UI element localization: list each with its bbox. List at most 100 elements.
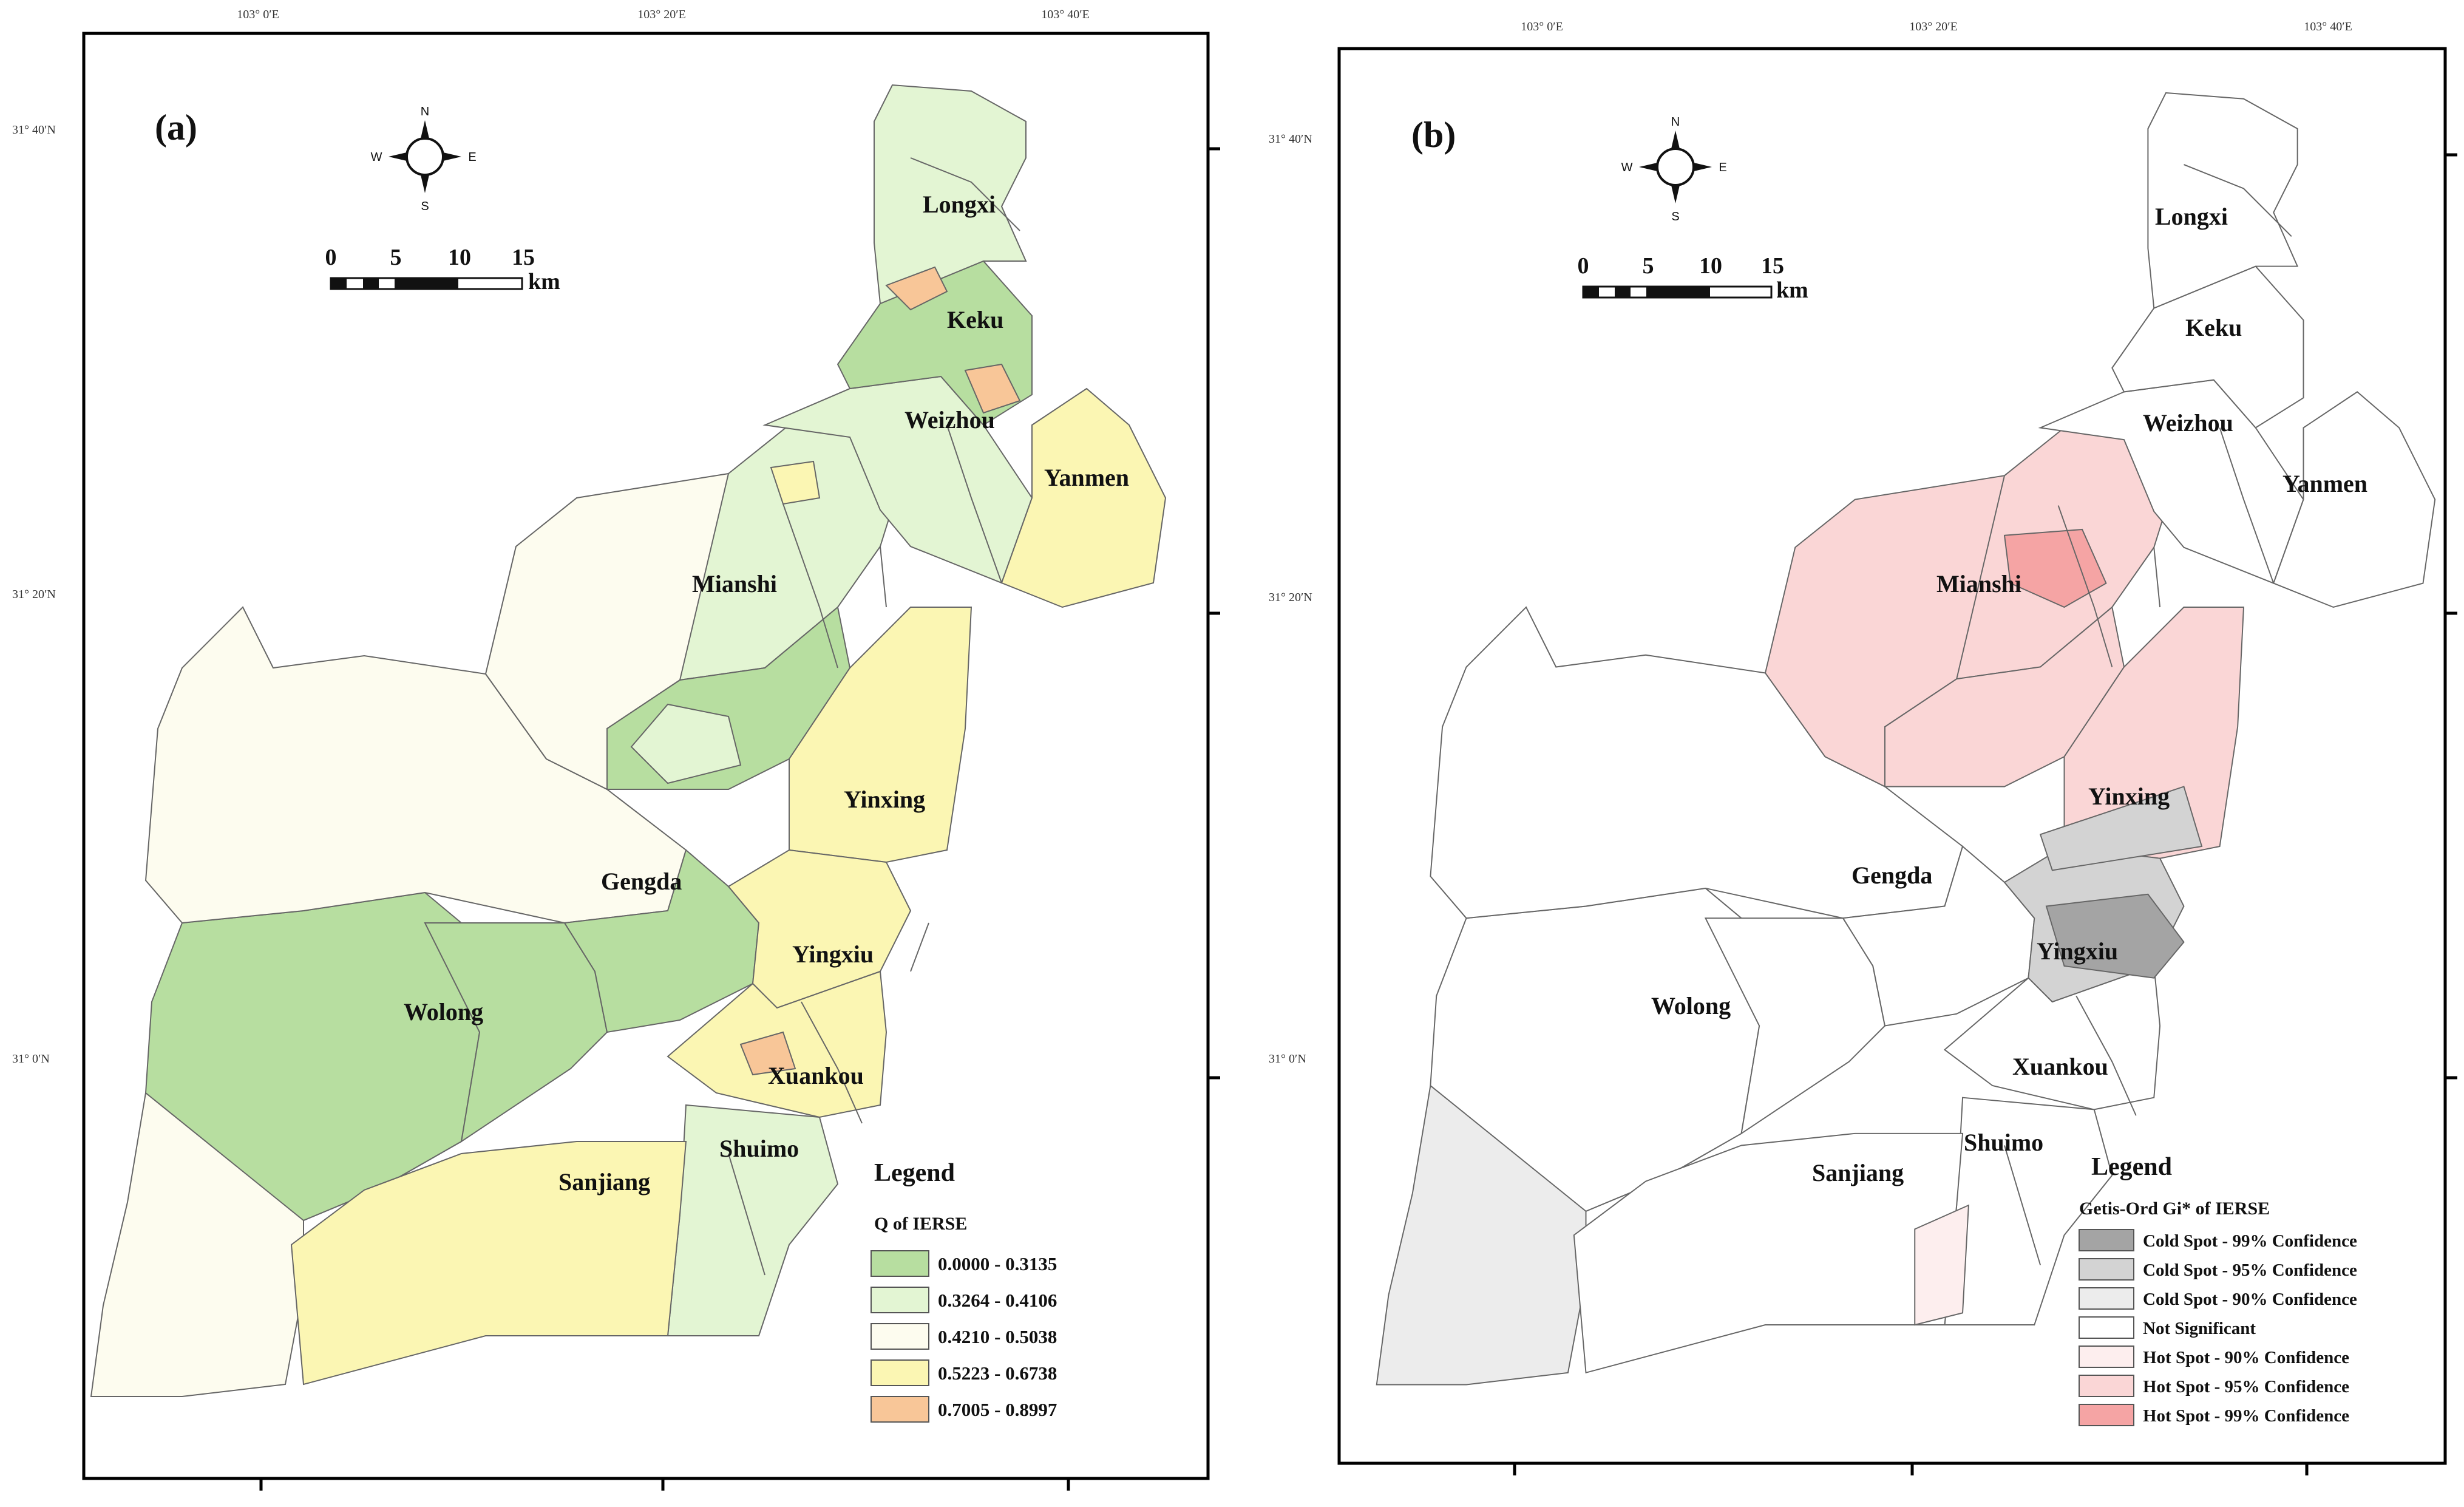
legend-b-swatch-7	[2079, 1404, 2134, 1426]
left-tick-b1: 31° 40′N	[1269, 132, 1312, 146]
top-tick-b1: 103° 0′E	[1521, 20, 1563, 33]
legend-b-item-7: Hot Spot - 99% Confidence	[2143, 1406, 2349, 1426]
label-yingxiu: Yingxiu	[792, 941, 874, 968]
legend-b-swatch-1	[2079, 1229, 2134, 1251]
label-yinxing: Yinxing	[844, 786, 925, 813]
region-b-cold-99	[2045, 893, 2185, 979]
scale-b-tick-0: 0	[1578, 253, 1589, 279]
scale-tick-15: 15	[512, 245, 535, 270]
region-patch-orange-1	[885, 266, 948, 311]
scale-unit: km	[528, 269, 560, 294]
legend-a: Legend Q of IERSE 0.0000 - 0.3135 0.3264…	[871, 1159, 1057, 1423]
label-b-yingxiu: Yingxiu	[2037, 937, 2118, 965]
legend-item-2: 0.3264 - 0.4106	[938, 1290, 1057, 1311]
left-tick-1: 31° 40′N	[12, 123, 56, 137]
panel-a: 103° 0′E 103° 20′E 103° 40′E 31° 40′N 31…	[12, 8, 1220, 1491]
legend-b: Legend Getis-Ord Gi* of IERSE Cold Spot …	[2079, 1153, 2357, 1426]
compass-n: N	[421, 105, 429, 118]
compass-icon: N S W E	[371, 105, 477, 213]
compass-b-w: W	[1621, 161, 1633, 174]
panel-b: 103° 0′E 103° 20′E 103° 40′E 31° 40′N 31…	[1269, 20, 2457, 1475]
map-frame	[82, 32, 1210, 1480]
label-b-sanjiang: Sanjiang	[1812, 1159, 1904, 1186]
scale-tick-10: 10	[448, 245, 471, 270]
left-tick-b2: 31° 20′N	[1269, 591, 1312, 604]
label-b-wolong: Wolong	[1651, 992, 1731, 1019]
left-tick-3: 31° 0′N	[12, 1052, 50, 1066]
region-b-hot-99	[2003, 528, 2107, 608]
legend-b-item-5: Hot Spot - 90% Confidence	[2143, 1348, 2349, 1367]
label-b-shuimo: Shuimo	[1964, 1129, 2043, 1156]
regions-a	[90, 84, 1166, 1397]
label-gengda: Gengda	[601, 868, 682, 895]
label-b-weizhou: Weizhou	[2143, 409, 2233, 437]
top-tick-3: 103° 40′E	[1041, 8, 1090, 21]
legend-swatch-2	[871, 1287, 929, 1313]
region-labels-b: Longxi Keku Weizhou Yanmen Mianshi Yinxi…	[1651, 203, 2367, 1186]
label-b-gengda: Gengda	[1851, 862, 1932, 889]
scale-b-tick-5: 5	[1643, 253, 1654, 279]
legend-swatch-3	[871, 1323, 929, 1350]
map-frame-b	[1337, 47, 2447, 1465]
label-b-yinxing: Yinxing	[2088, 783, 2170, 810]
legend-item-1: 0.0000 - 0.3135	[938, 1253, 1057, 1274]
region-patch-orange-3	[739, 1031, 796, 1076]
legend-swatch-1	[871, 1250, 929, 1277]
regions-b	[1376, 92, 2436, 1386]
legend-item-4: 0.5223 - 0.6738	[938, 1362, 1057, 1384]
label-shuimo: Shuimo	[719, 1135, 799, 1162]
scale-b-unit: km	[1776, 277, 1808, 303]
legend-b-swatch-2	[2079, 1258, 2134, 1281]
legend-b-subtitle: Getis-Ord Gi* of IERSE	[2079, 1199, 2270, 1219]
label-b-keku: Keku	[2185, 314, 2242, 341]
legend-b-swatch-5	[2079, 1345, 2134, 1368]
region-patch-yellow-1	[770, 460, 821, 505]
scale-bar-b: 0 5 10 15 km	[1578, 253, 1808, 303]
legend-b-title: Legend	[2091, 1153, 2172, 1181]
top-tick-b2: 103° 20′E	[1909, 20, 1958, 33]
compass-w: W	[371, 151, 382, 164]
compass-b-n: N	[1671, 115, 1680, 129]
compass-b-s: S	[1671, 210, 1679, 223]
region-labels-a: Longxi Keku Weizhou Yanmen Mianshi Yinxi…	[404, 191, 1129, 1196]
scale-bar: 0 5 10 15 km	[325, 245, 560, 294]
label-b-xuankou: Xuankou	[2012, 1053, 2108, 1080]
legend-b-swatch-6	[2079, 1375, 2134, 1397]
compass-b-e: E	[1719, 161, 1726, 174]
region-b-hot-90	[1914, 1204, 1969, 1326]
panel-tag-a: (a)	[155, 107, 197, 148]
label-b-longxi: Longxi	[2155, 203, 2228, 230]
panel-tag-b: (b)	[1411, 115, 1456, 155]
legend-swatch-4	[871, 1359, 929, 1386]
compass-e: E	[468, 151, 476, 164]
region-b-cold-95	[2039, 786, 2203, 871]
scale-tick-5: 5	[390, 245, 402, 270]
scale-b-tick-10: 10	[1699, 253, 1722, 279]
scale-tick-0: 0	[325, 245, 337, 270]
left-tick-b3: 31° 0′N	[1269, 1052, 1306, 1066]
legend-b-swatch-4	[2079, 1316, 2134, 1339]
legend-title: Legend	[874, 1159, 955, 1187]
top-tick-b3: 103° 40′E	[2304, 20, 2352, 33]
label-keku: Keku	[947, 306, 1003, 333]
compass-s: S	[421, 200, 429, 213]
legend-b-item-4: Not Significant	[2143, 1319, 2256, 1338]
region-b-longxi	[2147, 92, 2298, 309]
label-weizhou: Weizhou	[904, 406, 995, 434]
label-mianshi: Mianshi	[692, 570, 777, 597]
legend-b-item-2: Cold Spot - 95% Confidence	[2143, 1260, 2357, 1280]
label-b-yanmen: Yanmen	[2282, 470, 2367, 497]
top-tick-1: 103° 0′E	[237, 8, 279, 21]
left-tick-2: 31° 20′N	[12, 588, 56, 601]
legend-subtitle: Q of IERSE	[874, 1214, 967, 1234]
label-xuankou: Xuankou	[768, 1062, 864, 1089]
region-patch-orange-2	[964, 363, 1021, 414]
scale-b-tick-15: 15	[1761, 253, 1784, 279]
region-patch-light-1	[630, 703, 742, 784]
label-wolong: Wolong	[404, 998, 483, 1026]
legend-item-3: 0.4210 - 0.5038	[938, 1326, 1057, 1347]
label-yanmen: Yanmen	[1044, 464, 1129, 491]
label-b-mianshi: Mianshi	[1936, 570, 2021, 597]
legend-b-swatch-3	[2079, 1287, 2134, 1310]
